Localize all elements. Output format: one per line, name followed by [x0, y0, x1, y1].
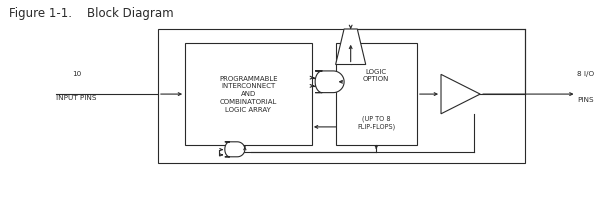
Text: PROGRAMMABLE
INTERCONNECT
AND
COMBINATORIAL
LOGIC ARRAY: PROGRAMMABLE INTERCONNECT AND COMBINATOR… [219, 76, 278, 113]
Bar [336, 43, 417, 145]
Text: (UP TO 8
FLIP-FLOPS): (UP TO 8 FLIP-FLOPS) [357, 115, 395, 130]
Polygon shape [336, 29, 366, 64]
Text: 8 I/O: 8 I/O [577, 71, 594, 77]
Bar [185, 43, 312, 145]
Polygon shape [441, 74, 480, 114]
Text: INPUT PINS: INPUT PINS [56, 95, 97, 101]
Text: 10: 10 [72, 71, 81, 77]
Text: LOGIC
OPTION: LOGIC OPTION [363, 69, 390, 82]
Bar [158, 29, 525, 163]
Polygon shape [225, 142, 245, 157]
Text: Figure 1-1.    Block Diagram: Figure 1-1. Block Diagram [9, 7, 174, 20]
Polygon shape [315, 71, 344, 93]
Text: PINS: PINS [577, 97, 594, 103]
